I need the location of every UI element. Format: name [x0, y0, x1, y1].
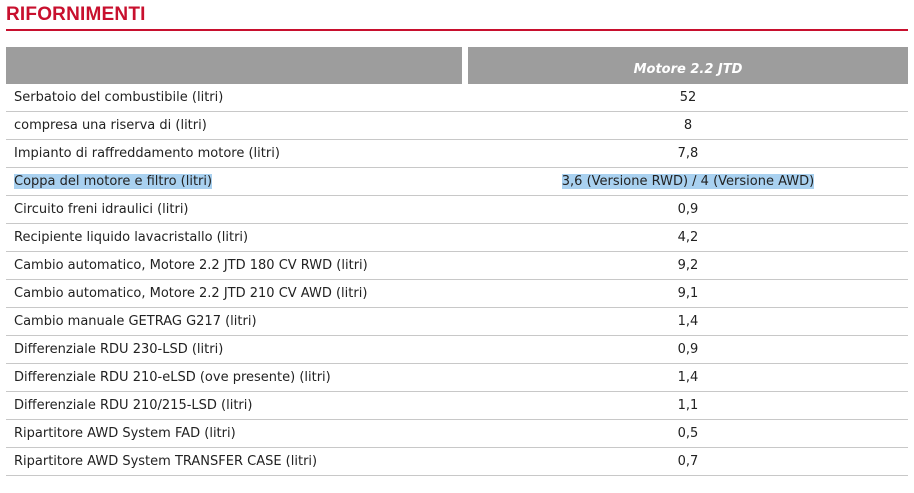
- value-cell: 0,9: [468, 202, 908, 217]
- label-cell: Cambio automatico, Motore 2.2 JTD 210 CV…: [14, 286, 367, 301]
- label-text: Cambio automatico, Motore 2.2 JTD 180 CV…: [14, 258, 368, 273]
- label-cell: Recipiente liquido lavacristallo (litri): [14, 230, 248, 245]
- value-text: 3,6 (Versione RWD) / 4 (Versione AWD): [561, 174, 815, 189]
- value-text: 0,7: [677, 454, 699, 469]
- table-row: Cambio automatico, Motore 2.2 JTD 180 CV…: [6, 252, 908, 280]
- value-cell: 7,8: [468, 146, 908, 161]
- table-body: Serbatoio del combustibile (litri) 52 comp…: [6, 84, 908, 476]
- label-cell: Serbatoio del combustibile (litri): [14, 90, 223, 105]
- label-cell: Cambio manuale GETRAG G217 (litri): [14, 314, 257, 329]
- label-cell: Differenziale RDU 210-eLSD (ove presente…: [14, 370, 331, 385]
- label-text: Differenziale RDU 210-eLSD (ove presente…: [14, 370, 331, 385]
- value-text: 8: [683, 118, 693, 133]
- label-text: Serbatoio del combustibile (litri): [14, 90, 224, 105]
- value-text: 9,1: [677, 286, 699, 301]
- table-row: Differenziale RDU 210-eLSD (ove presente…: [6, 364, 908, 392]
- value-text: 1,1: [677, 398, 699, 413]
- label-cell: Ripartitore AWD System FAD (litri): [14, 426, 236, 441]
- value-cell: 0,9: [468, 342, 908, 357]
- value-cell: 9,1: [468, 286, 908, 301]
- label-text: Ripartitore AWD System FAD (litri): [14, 426, 236, 441]
- label-text: compresa una riserva di (litri): [14, 118, 207, 133]
- value-text: 0,9: [677, 202, 699, 217]
- header-cell: [6, 47, 462, 84]
- label-text: Ripartitore AWD System TRANSFER CASE (li…: [14, 454, 318, 469]
- value-cell: 4,2: [468, 230, 908, 245]
- column-header: Motore 2.2 JTD: [468, 47, 908, 84]
- label-cell: Cambio automatico, Motore 2.2 JTD 180 CV…: [14, 258, 368, 273]
- label-text: Differenziale RDU 230-LSD (litri): [14, 342, 224, 357]
- table-row: Ripartitore AWD System TRANSFER CASE (li…: [6, 448, 908, 476]
- value-cell: 1,4: [468, 314, 908, 329]
- table-row: compresa una riserva di (litri) 8: [6, 112, 908, 140]
- value-text: 9,2: [677, 258, 699, 273]
- label-cell: compresa una riserva di (litri): [14, 118, 207, 133]
- value-cell: 8: [468, 118, 908, 133]
- label-cell: Coppa del motore e filtro (litri): [14, 174, 213, 189]
- value-text: 4,2: [677, 230, 699, 245]
- label-cell: Circuito freni idraulici (litri): [14, 202, 189, 217]
- page-title: RIFORNIMENTI: [6, 4, 146, 25]
- value-cell: 0,5: [468, 426, 908, 441]
- table-row: Recipiente liquido lavacristallo (litri)…: [6, 224, 908, 252]
- label-text: Impianto di raffreddamento motore (litri…: [14, 146, 280, 161]
- label-text: Circuito freni idraulici (litri): [14, 202, 189, 217]
- table-row: Circuito freni idraulici (litri) 0,9: [6, 196, 908, 224]
- value-cell: 1,1: [468, 398, 908, 413]
- label-cell: Differenziale RDU 230-LSD (litri): [14, 342, 223, 357]
- value-text: 0,9: [677, 342, 699, 357]
- value-text: 0,5: [677, 426, 699, 441]
- table-row: Cambio automatico, Motore 2.2 JTD 210 CV…: [6, 280, 908, 308]
- label-text: Differenziale RDU 210/215-LSD (litri): [14, 398, 253, 413]
- value-cell: 52: [468, 90, 908, 105]
- label-text: Coppa del motore e filtro (litri): [14, 174, 213, 189]
- label-cell: Impianto di raffreddamento motore (litri…: [14, 146, 280, 161]
- table-row: Ripartitore AWD System FAD (litri) 0,5: [6, 420, 908, 448]
- table-row: Serbatoio del combustibile (litri) 52: [6, 84, 908, 112]
- table-row: Coppa del motore e filtro (litri) 3,6 (Ve…: [6, 168, 908, 196]
- value-text: 1,4: [677, 314, 699, 329]
- table-row: Cambio manuale GETRAG G217 (litri) 1,4: [6, 308, 908, 336]
- label-cell: Differenziale RDU 210/215-LSD (litri): [14, 398, 252, 413]
- table-row: Differenziale RDU 210/215-LSD (litri) 1,1: [6, 392, 908, 420]
- table-row: Differenziale RDU 230-LSD (litri) 0,9: [6, 336, 908, 364]
- value-cell: 0,7: [468, 454, 908, 469]
- table-row: Impianto di raffreddamento motore (litri…: [6, 140, 908, 168]
- value-text: 52: [679, 90, 697, 105]
- label-text: Cambio manuale GETRAG G217 (litri): [14, 314, 257, 329]
- value-cell: 3,6 (Versione RWD) / 4 (Versione AWD): [468, 174, 908, 189]
- label-cell: Ripartitore AWD System TRANSFER CASE (li…: [14, 454, 317, 469]
- label-text: Recipiente liquido lavacristallo (litri): [14, 230, 249, 245]
- title-rule: [6, 29, 908, 31]
- label-text: Cambio automatico, Motore 2.2 JTD 210 CV…: [14, 286, 368, 301]
- value-cell: 1,4: [468, 370, 908, 385]
- value-cell: 9,2: [468, 258, 908, 273]
- value-text: 7,8: [677, 146, 699, 161]
- value-text: 1,4: [677, 370, 699, 385]
